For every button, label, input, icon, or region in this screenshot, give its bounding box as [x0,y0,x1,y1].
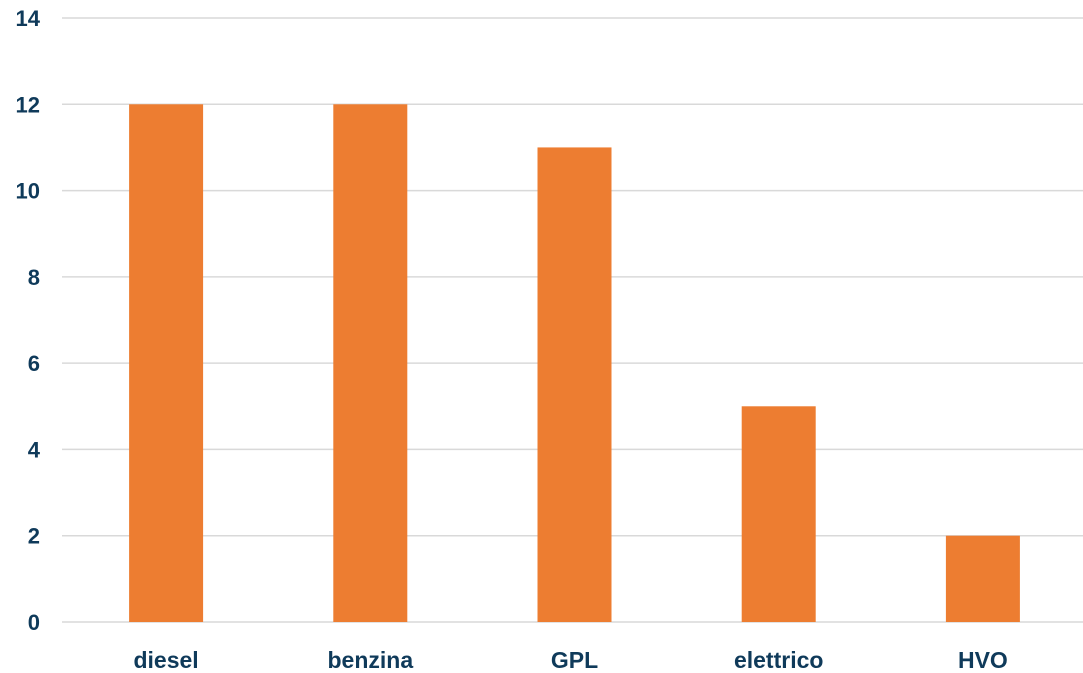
x-category-label: diesel [133,647,198,673]
y-axis-tick-labels: 0 2 4 6 8 10 12 14 [16,6,41,635]
x-axis-category-labels: diesel benzina GPL elettrico HVO [133,647,1007,673]
y-tick-label: 0 [28,610,40,635]
x-category-label: HVO [958,647,1008,673]
y-tick-label: 2 [28,524,40,549]
bars [129,104,1020,623]
bar-diesel [129,104,204,623]
y-tick-label: 12 [16,92,40,117]
x-category-label: elettrico [734,647,823,673]
x-category-label: benzina [327,647,413,673]
y-tick-label: 6 [28,351,40,376]
bar-gpl [537,147,612,622]
bar-hvo [945,535,1020,622]
y-tick-label: 14 [16,6,41,31]
x-category-label: GPL [551,647,598,673]
y-tick-label: 4 [28,437,41,462]
y-tick-label: 8 [28,265,40,290]
bar-elettrico [741,406,816,622]
y-tick-label: 10 [16,179,40,204]
bar-benzina [333,104,408,623]
